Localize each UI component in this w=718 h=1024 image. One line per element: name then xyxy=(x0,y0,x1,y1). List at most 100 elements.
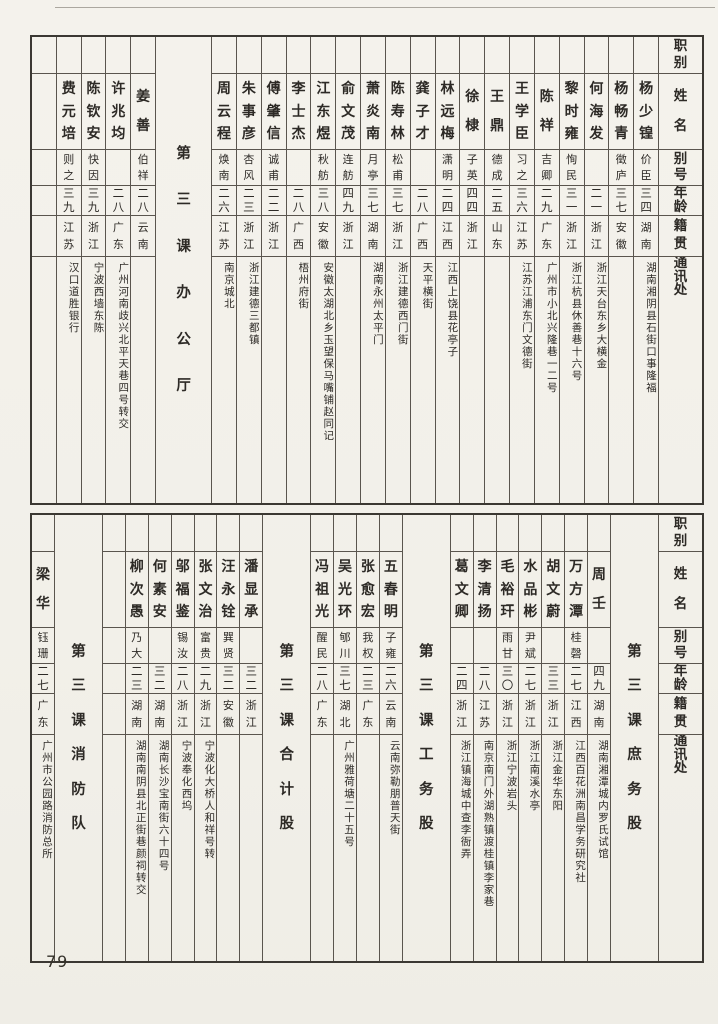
field-label-name: 姓名 xyxy=(659,552,702,628)
person-column: 林远梅潇明二四江西江西上饶县花亭子 xyxy=(434,37,460,503)
person-title xyxy=(485,37,510,74)
person-address xyxy=(357,735,379,961)
person-origin: 江苏 xyxy=(212,216,236,257)
person-alias: 郇川 xyxy=(334,628,356,664)
person-alias: 快因 xyxy=(81,150,106,186)
person-origin: 云南 xyxy=(131,216,156,257)
person-name: 水品彬 xyxy=(519,552,542,628)
person-title xyxy=(584,37,609,74)
person-alias: 吉卿 xyxy=(534,150,559,186)
person-name: 朱事彦 xyxy=(236,74,261,150)
person-age: 二三 xyxy=(125,664,148,694)
person-column: 五春明子雍二六云南云南弥勒朋普天街 xyxy=(378,515,402,961)
person-column: 王学臣习之三六江苏江苏江浦东门文德街 xyxy=(509,37,534,503)
person-origin: 山东 xyxy=(485,216,510,257)
person-age: 四九 xyxy=(588,664,610,694)
person-name: 姜善 xyxy=(131,74,156,150)
person-address: 湖南长沙宝南街六十四号 xyxy=(157,740,170,872)
person-alias xyxy=(286,150,311,186)
person-address xyxy=(336,257,360,503)
person-column: 朱事彦杏风二三浙江浙江建德三都镇 xyxy=(235,37,261,503)
person-column: 张愈宏我权二三广东 xyxy=(355,515,379,961)
person-alias: 连舫 xyxy=(336,150,361,186)
field-label-origin: 籍贯 xyxy=(659,694,702,735)
person-origin: 湖南 xyxy=(634,216,658,257)
person-column: 杨少锽价臣三四湖南湖南湘阴县石街口事隆福 xyxy=(633,37,658,503)
person-origin: 浙江 xyxy=(559,216,584,257)
person-origin: 浙江 xyxy=(194,694,217,735)
person-column: 邬福鉴锡汝二八浙江宁波奉化西坞 xyxy=(170,515,194,961)
person-title xyxy=(460,37,485,74)
person-title xyxy=(473,515,496,552)
person-alias: 松甫 xyxy=(385,150,410,186)
person-name: 杨少锽 xyxy=(634,74,658,150)
empty-cell xyxy=(31,150,56,186)
field-label-title: 职别 xyxy=(659,515,702,552)
person-name: 黎时雍 xyxy=(559,74,584,150)
person-address xyxy=(460,257,484,503)
person-age: 二八 xyxy=(410,186,435,216)
person-title xyxy=(379,515,402,552)
person-age: 三八 xyxy=(311,186,336,216)
person-age: 四九 xyxy=(336,186,361,216)
person-alias xyxy=(148,628,171,664)
person-column: 萧炎南月亭三七湖南湖南永州太平门 xyxy=(360,37,385,503)
person-address: 浙江宁波岩头 xyxy=(505,740,518,812)
person-title xyxy=(240,515,263,552)
person-age: 三二 xyxy=(148,664,171,694)
person-column: 冯祖光醒民二八广东 xyxy=(310,515,334,961)
person-age: 三〇 xyxy=(496,664,519,694)
person-alias: 诚甫 xyxy=(261,150,286,186)
person-name: 傅肇信 xyxy=(261,74,286,150)
person-age: 三六 xyxy=(510,186,534,216)
person-address: 宁波化大桥人和祥号转 xyxy=(203,740,216,860)
person-name: 冯祖光 xyxy=(311,552,334,628)
person-address: 云南弥勒朋普天街 xyxy=(388,740,401,836)
person-origin: 湖北 xyxy=(334,694,356,735)
person-title xyxy=(236,37,261,74)
person-title xyxy=(450,515,473,552)
field-label-alias: 别号 xyxy=(659,150,702,186)
person-origin: 浙江 xyxy=(261,216,286,257)
person-title xyxy=(217,515,240,552)
empty-cell xyxy=(31,216,56,257)
person-address: 南京城北 xyxy=(222,262,235,310)
person-name: 萧炎南 xyxy=(361,74,385,150)
person-title xyxy=(311,37,336,74)
person-address: 广州市公园路消防总所 xyxy=(40,740,53,860)
person-address: 浙江建德西门街 xyxy=(396,262,409,346)
person-alias: 乃大 xyxy=(125,628,148,664)
person-address: 浙江建德三都镇 xyxy=(247,262,260,346)
person-age: 二七 xyxy=(565,664,588,694)
person-name: 胡文蔚 xyxy=(542,552,565,628)
person-title xyxy=(56,37,81,74)
person-column: 潘显承三二浙江 xyxy=(239,515,263,961)
person-title xyxy=(131,37,156,74)
person-address: 浙江金华东阳 xyxy=(551,740,564,812)
person-name: 万方潭 xyxy=(565,552,588,628)
person-address: 浙江天台东乡大横金 xyxy=(595,262,608,370)
empty-cell xyxy=(102,694,125,735)
person-alias: 钰珊 xyxy=(32,628,54,664)
person-age: 二九 xyxy=(534,186,559,216)
person-alias: 价臣 xyxy=(634,150,658,186)
person-alias xyxy=(450,628,473,664)
person-name: 许兆均 xyxy=(106,74,131,150)
person-age: 三七 xyxy=(361,186,385,216)
person-title xyxy=(510,37,534,74)
roster-table-bottom: 职别姓名别号年龄籍贯通讯处第三课庶务股周壬四九湖南湖南湘潭城内罗氏试馆万方潭桂磬… xyxy=(30,513,704,963)
person-alias xyxy=(588,628,610,664)
person-origin: 安徽 xyxy=(311,216,336,257)
person-column: 李士杰二八广西梧州府街 xyxy=(285,37,311,503)
person-origin: 广东 xyxy=(356,694,379,735)
person-age: 三二 xyxy=(240,664,263,694)
person-alias: 富贵 xyxy=(194,628,217,664)
person-age: 二八 xyxy=(473,664,496,694)
person-address: 广州河南歧兴北平天巷四号转交 xyxy=(117,262,130,430)
person-name: 林远梅 xyxy=(435,74,460,150)
person-age: 二八 xyxy=(171,664,194,694)
field-label-alias: 别号 xyxy=(659,628,702,664)
person-alias: 我权 xyxy=(356,628,379,664)
person-age: 三三 xyxy=(542,664,565,694)
